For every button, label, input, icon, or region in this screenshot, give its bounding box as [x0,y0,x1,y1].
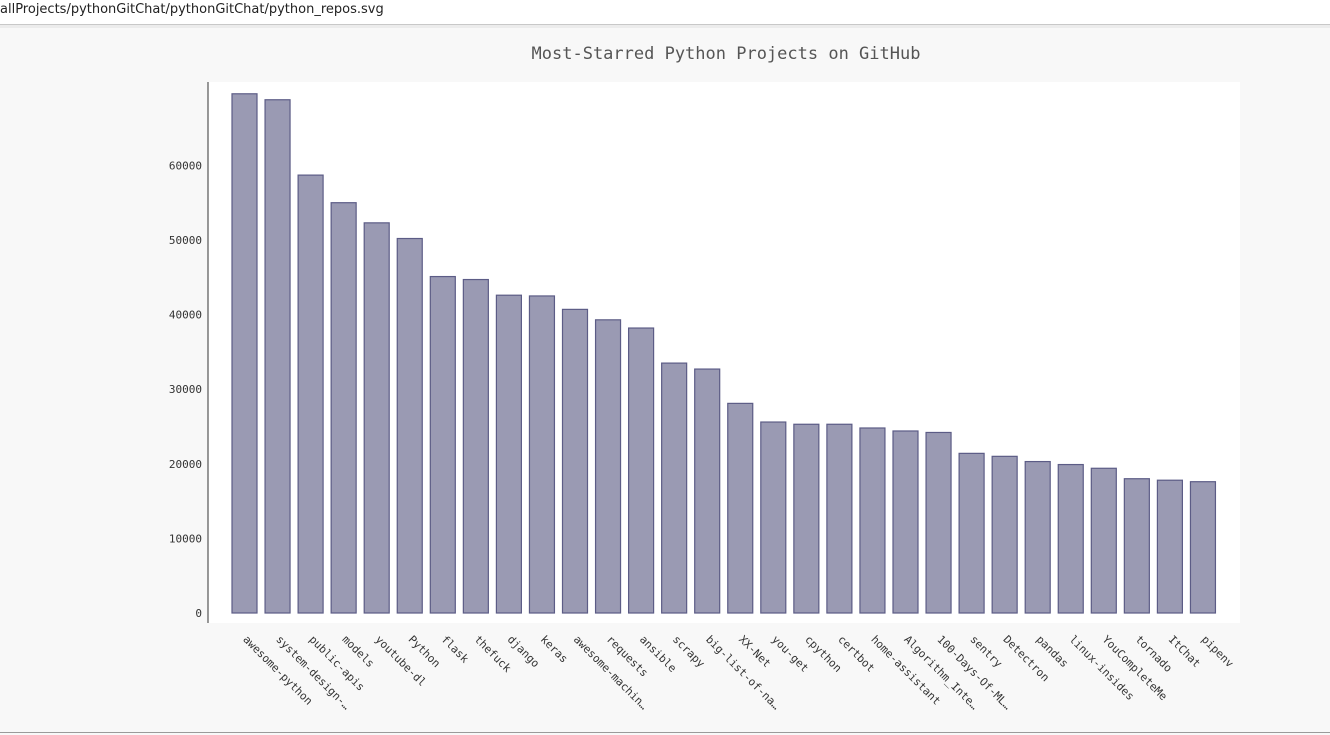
bar[interactable] [1024,460,1051,614]
bar[interactable] [627,327,655,614]
file-path[interactable]: allProjects/pythonGitChat/pythonGitChat/… [0,2,384,17]
bar[interactable] [892,430,919,614]
bars [231,93,1217,614]
y-tick-label: 20000 [169,458,202,471]
bar[interactable] [462,278,489,614]
bar[interactable] [528,295,556,614]
y-tick-label: 30000 [169,383,202,396]
y-axis-ticks: 0 10000 20000 30000 40000 50000 60000 [169,159,202,620]
bar[interactable] [1090,467,1117,614]
x-tick-label: keras [538,633,571,666]
bar[interactable] [594,319,622,614]
y-tick-label: 50000 [169,234,202,247]
chart-title: Most-Starred Python Projects on GitHub [532,44,921,64]
bar[interactable] [1156,479,1184,614]
address-bar: allProjects/pythonGitChat/pythonGitChat/… [0,0,1330,25]
bar[interactable] [925,431,952,614]
y-tick-label: 0 [195,607,202,620]
bar[interactable] [264,99,291,614]
bar[interactable] [1189,481,1217,614]
y-tick-label: 10000 [169,532,202,545]
bar[interactable] [297,174,324,614]
bar[interactable] [363,222,390,614]
bar[interactable] [826,423,853,614]
y-tick-label: 40000 [169,309,202,322]
bar[interactable] [760,421,787,614]
bar[interactable] [1057,463,1084,614]
bar[interactable] [429,275,456,614]
bar[interactable] [495,294,522,614]
bar[interactable] [231,93,258,614]
bottom-border [0,732,1330,733]
x-tick-label: pipenv [1199,633,1237,671]
bar[interactable] [793,423,820,614]
bar[interactable] [727,402,754,614]
bar[interactable] [694,368,721,614]
bar[interactable] [958,452,985,614]
bar[interactable] [330,202,357,614]
bar[interactable] [396,237,423,614]
bar[interactable] [859,427,886,614]
bar[interactable] [561,308,589,614]
x-tick-label: flask [439,633,472,666]
y-tick-label: 60000 [169,159,202,172]
bar[interactable] [661,362,688,614]
bar[interactable] [991,455,1018,614]
x-axis-ticks: awesome-pythonsystem-design-…public-apis… [240,633,1236,713]
plot-area [208,82,1240,623]
bar[interactable] [1123,478,1150,614]
toolbar-divider [0,25,1330,28]
